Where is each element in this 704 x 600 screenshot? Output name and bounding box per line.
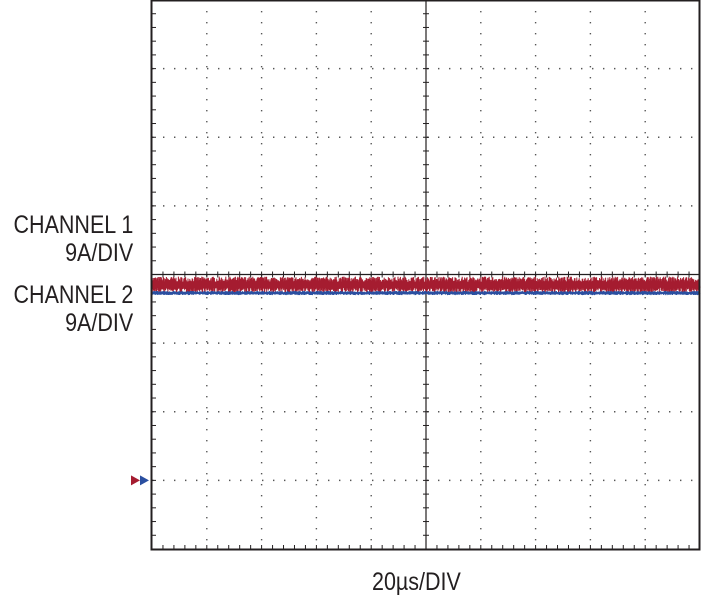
plot-frame	[150, 0, 701, 551]
trace-channel-1	[151, 276, 701, 294]
traces	[151, 276, 701, 296]
ground-marker-channel-1	[131, 475, 140, 486]
trace-channel-2	[151, 290, 701, 296]
ground-markers	[131, 475, 149, 486]
timebase-label: 20µs/DIV	[372, 568, 461, 596]
channel-2-name: CHANNEL 2	[13, 281, 133, 309]
ground-marker-channel-2	[140, 475, 149, 486]
channel-1-name: CHANNEL 1	[13, 211, 133, 239]
channel-1-scale: 9A/DIV	[64, 239, 133, 267]
channel-2-scale: 9A/DIV	[64, 309, 133, 337]
grid	[151, 0, 700, 549]
